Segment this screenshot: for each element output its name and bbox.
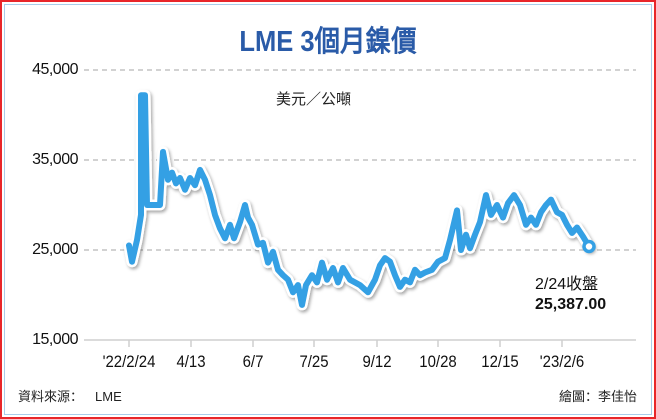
price-line: [126, 92, 592, 308]
x-tick-label: 10/28: [419, 352, 457, 371]
y-tick-45000: 45,000: [32, 61, 78, 78]
last-close-marker: [582, 239, 596, 254]
source-note: 資料來源： LME: [18, 386, 122, 405]
x-tick-label: '22/2/24: [102, 352, 156, 371]
x-tick-label: 6/7: [242, 352, 264, 371]
chart-title: LME 3個月鎳價: [239, 26, 417, 58]
graphic-credit: 繪圖：李佳怡: [558, 389, 637, 404]
chart-inner-border: [4, 4, 652, 415]
y-tick-35000: 35,000: [32, 151, 78, 168]
source-value: LME: [95, 389, 122, 404]
x-tick-label: 7/25: [299, 352, 329, 371]
y-tick-15000: 15,000: [32, 331, 78, 348]
x-axis-ticks: [128, 340, 563, 347]
close-value: 25,387.00: [535, 296, 607, 313]
x-tick-label: '23/2/6: [539, 352, 585, 371]
x-tick-label: 9/12: [362, 352, 392, 371]
source-label: 資料來源：: [18, 389, 84, 404]
grid-lines: [84, 69, 636, 341]
y-tick-25000: 25,000: [32, 241, 78, 258]
x-tick-label: 4/13: [176, 352, 206, 371]
last-close-annotation: 2/24收盤 25,387.00: [535, 275, 606, 315]
x-tick-label: 12/15: [481, 352, 519, 371]
close-date-label: 2/24收盤: [535, 276, 599, 293]
unit-label: 美元／公噸: [276, 91, 352, 108]
